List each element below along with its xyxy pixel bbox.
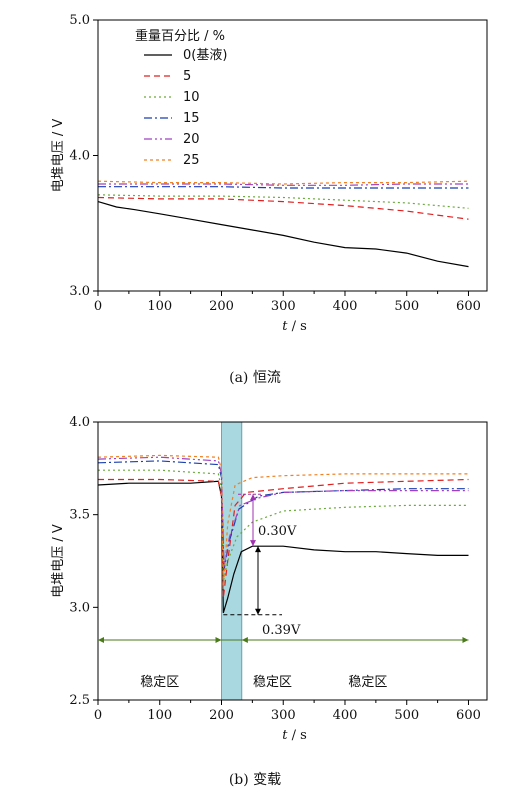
delta-039-arrowhead (255, 546, 261, 553)
y-tick-label: 4.0 (69, 149, 90, 164)
legend-label-25: 25 (183, 153, 200, 168)
series-line-15 (98, 186, 469, 189)
annotation-039: 0.39V (262, 623, 301, 638)
arrow-head (98, 637, 104, 643)
arrow-head (241, 637, 248, 643)
series-line-20 (98, 183, 469, 186)
delta-030-arrowhead (250, 540, 256, 547)
region-label-2: 稳定区 (348, 674, 387, 690)
y-axis-label: 电堆电压 / V (51, 524, 66, 598)
legend-title: 重量百分比 / % (135, 28, 225, 44)
series-line-20 (97, 456, 469, 567)
series-line-15 (97, 460, 469, 571)
legend-label-20: 20 (183, 132, 200, 147)
x-tick-label: 600 (456, 708, 481, 723)
series-line-25 (97, 180, 469, 185)
series-line-25 (97, 454, 469, 589)
x-axis-label: t / s (282, 728, 307, 743)
x-tick-label: 400 (333, 299, 358, 314)
figure-caption: (b) 变载 (229, 772, 281, 788)
chart-panel-0: 0 100 200 300 400 500 600 3.0 4.0 5.0 t / s 电堆电压 / … (51, 13, 488, 386)
x-tick-label: 400 (333, 708, 358, 723)
legend-label-5: 5 (183, 69, 191, 84)
x-tick-label: 100 (147, 299, 172, 314)
series-line-0(基液) (97, 201, 469, 268)
y-axis-label: 电堆电压 / V (51, 119, 66, 193)
series-line-5 (98, 478, 469, 599)
legend-label-10: 10 (183, 90, 200, 105)
arrow-head (462, 637, 469, 643)
series-line-5 (97, 196, 469, 220)
x-tick-label: 0 (94, 299, 102, 314)
delta-030-arrowhead (250, 494, 256, 501)
x-tick-label: 200 (209, 299, 234, 314)
chart-panel-1: 0 100 200 300 400 500 600 2.5 3.0 3.5 4.0 t / s 电堆电压… (51, 415, 488, 788)
legend-label-15: 15 (183, 111, 200, 126)
arrow-head (215, 637, 222, 643)
x-tick-label: 0 (94, 708, 102, 723)
x-axis-label: t / s (282, 319, 307, 334)
legend-label-0(基液): 0(基液) (183, 48, 227, 63)
plot-frame (97, 421, 488, 701)
x-tick-label: 100 (147, 708, 172, 723)
x-tick-label: 600 (456, 299, 481, 314)
series-line-10 (97, 194, 469, 209)
y-tick-label: 3.0 (69, 600, 90, 615)
figure-caption: (a) 恒流 (229, 370, 281, 386)
y-tick-label: 3.5 (69, 508, 90, 523)
x-tick-label: 300 (271, 708, 296, 723)
x-tick-label: 500 (394, 708, 419, 723)
series-line-0(基液) (97, 480, 469, 614)
x-tick-label: 200 (209, 708, 234, 723)
x-tick-label: 300 (271, 299, 296, 314)
series-line-10 (98, 469, 469, 582)
annotation-030: 0.30V (258, 524, 297, 539)
y-tick-label: 4.0 (69, 415, 90, 430)
region-label-1: 稳定区 (253, 674, 292, 690)
y-tick-label: 5.0 (69, 13, 90, 28)
y-tick-label: 3.0 (69, 284, 90, 299)
y-tick-label: 2.5 (69, 693, 90, 708)
x-tick-label: 500 (394, 299, 419, 314)
delta-039-arrowhead (255, 608, 261, 615)
region-label-0: 稳定区 (140, 674, 179, 690)
plot-frame (97, 19, 488, 292)
